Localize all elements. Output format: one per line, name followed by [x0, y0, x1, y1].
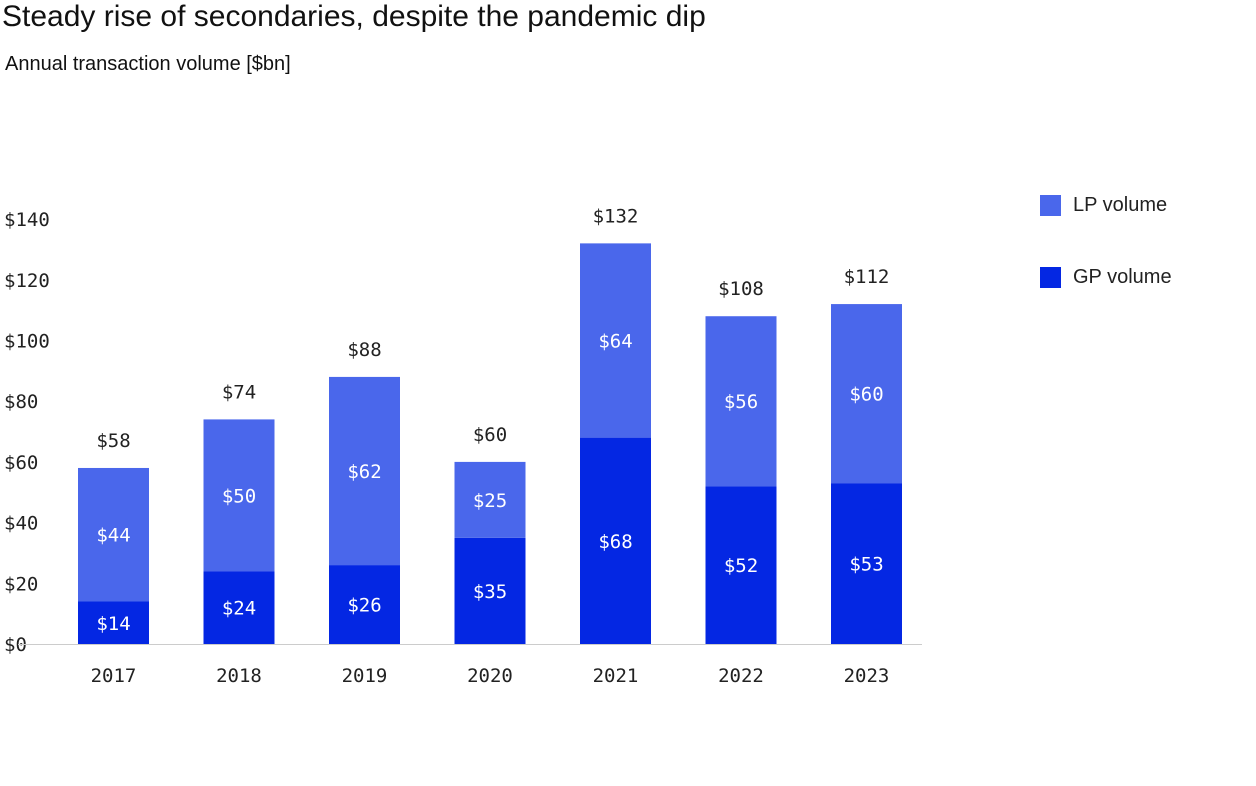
data-label-gp-2021: $68 — [598, 531, 632, 553]
y-tick-label: $140 — [4, 209, 50, 231]
y-tick-label: $100 — [4, 331, 50, 353]
chart-subtitle: Annual transaction volume [$bn] — [5, 53, 291, 75]
data-label-gp-2017: $14 — [96, 613, 130, 635]
data-label-lp-2023: $60 — [849, 384, 883, 406]
y-tick-label: $120 — [4, 270, 50, 292]
data-label-gp-2022: $52 — [724, 555, 758, 577]
data-label-gp-2018: $24 — [222, 598, 256, 620]
data-label-gp-2023: $53 — [849, 554, 883, 576]
bar-gp-2023 — [831, 483, 902, 644]
x-tick-label-2021: 2021 — [593, 665, 639, 687]
legend-item-lp: LP volume — [1040, 194, 1167, 217]
y-tick-label: $0 — [4, 634, 27, 656]
data-label-gp-2019: $26 — [347, 595, 381, 617]
x-tick-label-2018: 2018 — [216, 665, 262, 687]
bar-gp-2022 — [705, 486, 777, 644]
legend-swatch-gp — [1040, 267, 1061, 288]
data-label-lp-2018: $50 — [222, 485, 256, 507]
data-label-lp-2019: $62 — [347, 461, 381, 483]
legend-swatch-lp — [1040, 195, 1061, 216]
data-label-lp-2017: $44 — [96, 525, 130, 547]
bar-lp-2020 — [454, 461, 526, 538]
bar-gp-2021 — [580, 437, 651, 644]
y-tick-label: $20 — [4, 573, 38, 595]
y-tick-label: $60 — [4, 452, 38, 474]
total-label-2019: $88 — [347, 339, 381, 361]
bar-gp-2018 — [203, 571, 275, 644]
total-label-2021: $132 — [593, 205, 639, 227]
data-label-gp-2020: $35 — [473, 581, 507, 603]
y-tick-label: $80 — [4, 391, 38, 413]
total-label-2018: $74 — [222, 381, 256, 403]
legend-item-gp: GP volume — [1040, 266, 1172, 289]
x-tick-label-2022: 2022 — [718, 665, 764, 687]
x-tick-label-2019: 2019 — [342, 665, 388, 687]
bar-gp-2017 — [78, 601, 149, 644]
x-tick-label-2020: 2020 — [467, 665, 513, 687]
total-label-2022: $108 — [718, 278, 764, 300]
total-label-2023: $112 — [844, 266, 890, 288]
x-tick-label-2023: 2023 — [844, 665, 890, 687]
y-tick-label: $40 — [4, 513, 38, 535]
bar-lp-2023 — [831, 304, 902, 484]
bar-lp-2022 — [705, 316, 777, 487]
bar-lp-2018 — [203, 419, 275, 572]
legend-label-gp: GP volume — [1073, 266, 1172, 288]
bar-gp-2019 — [329, 565, 400, 644]
data-label-lp-2021: $64 — [598, 331, 632, 353]
bar-gp-2020 — [454, 537, 526, 644]
bar-lp-2021 — [580, 243, 651, 438]
total-label-2017: $58 — [96, 430, 130, 452]
bar-lp-2017 — [78, 467, 149, 602]
legend-label-lp: LP volume — [1073, 194, 1168, 216]
data-label-lp-2022: $56 — [724, 391, 758, 413]
total-label-2020: $60 — [473, 424, 507, 446]
chart-title: Steady rise of secondaries, despite the … — [2, 0, 706, 33]
bar-lp-2019 — [329, 376, 400, 566]
x-tick-label-2017: 2017 — [91, 665, 137, 687]
data-label-lp-2020: $25 — [473, 490, 507, 512]
